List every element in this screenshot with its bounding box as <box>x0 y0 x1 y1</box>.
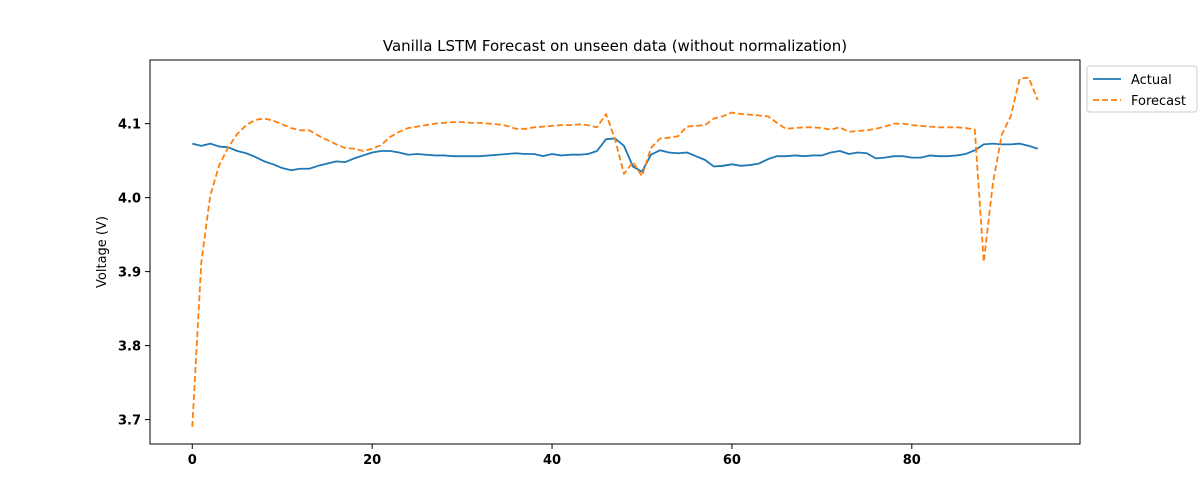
x-tick-label: 80 <box>903 453 921 468</box>
series-line-forecast <box>191 76 1039 428</box>
x-tick-label: 0 <box>188 453 197 468</box>
y-tick-label: 3.9 <box>118 266 141 281</box>
chart-title: Vanilla LSTM Forecast on unseen data (wi… <box>383 37 847 55</box>
y-tick-label: 4.1 <box>118 118 141 133</box>
x-tick-label: 40 <box>543 453 561 468</box>
y-tick-label: 3.8 <box>118 340 141 355</box>
legend: Actual Forecast <box>1086 65 1198 113</box>
x-tick-label: 20 <box>363 453 381 468</box>
y-tick-label: 4.0 <box>118 192 141 207</box>
x-tick-label: 60 <box>723 453 741 468</box>
series-layer <box>191 76 1039 428</box>
legend-label-actual: Actual <box>1131 73 1172 88</box>
plot-area <box>149 59 1081 445</box>
y-tick-label: 3.7 <box>118 414 141 429</box>
legend-label-forecast: Forecast <box>1131 94 1186 109</box>
axes: 0 20 40 60 80 3.7 3.8 3.9 4.0 4.1 <box>118 118 921 468</box>
y-axis-label: Voltage (V) <box>95 216 110 288</box>
